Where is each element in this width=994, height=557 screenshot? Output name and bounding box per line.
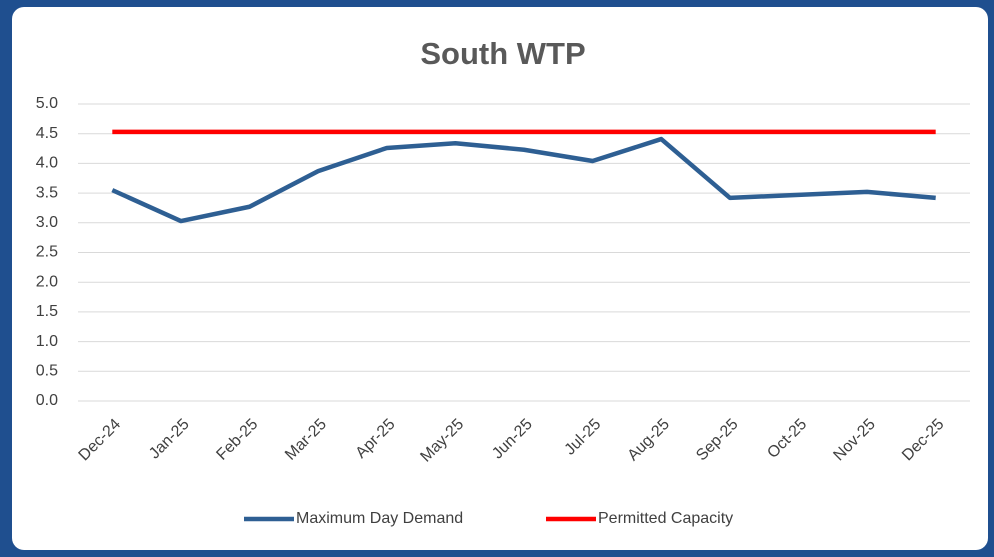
y-tick-label: 4.0 <box>36 155 58 172</box>
y-tick-label: 0.0 <box>36 392 58 409</box>
y-tick-label: 3.5 <box>36 184 58 201</box>
y-tick-label: 2.0 <box>36 273 58 290</box>
y-tick-label: 3.0 <box>36 214 58 231</box>
chart-title: South WTP <box>420 36 585 71</box>
legend-label: Maximum Day Demand <box>296 510 463 527</box>
chart-panel <box>12 7 988 550</box>
y-tick-label: 5.0 <box>36 95 58 112</box>
y-tick-label: 0.5 <box>36 363 58 380</box>
legend-label: Permitted Capacity <box>598 510 733 527</box>
y-tick-label: 2.5 <box>36 244 58 261</box>
y-tick-label: 4.5 <box>36 125 58 142</box>
series-line <box>111 136 936 224</box>
y-tick-label: 1.0 <box>36 333 58 350</box>
y-tick-label: 1.5 <box>36 303 58 320</box>
